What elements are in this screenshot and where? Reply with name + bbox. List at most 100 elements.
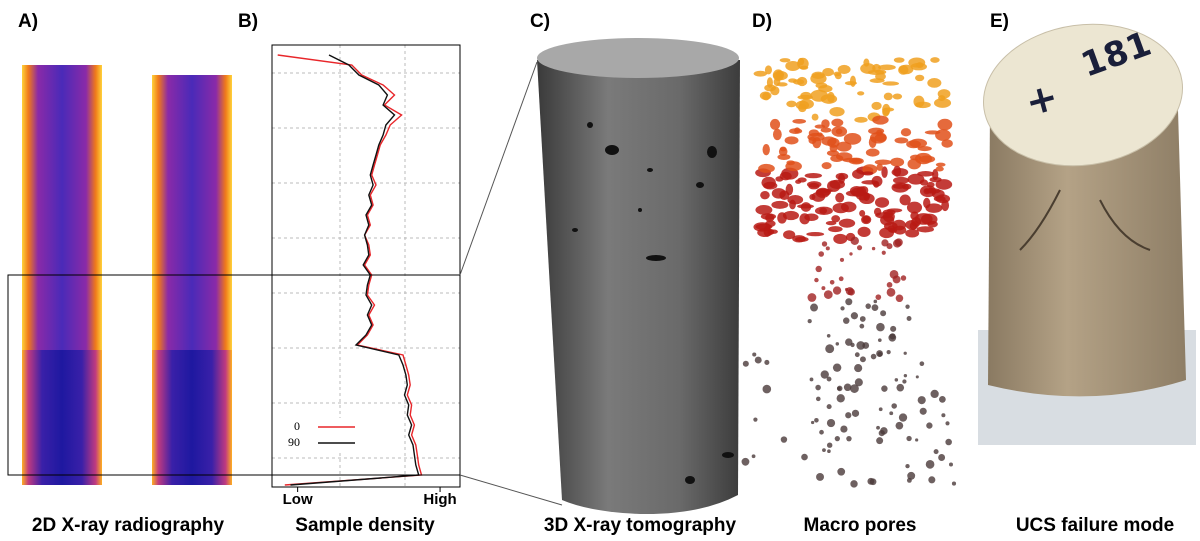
ucs-photo: 181 +	[974, 12, 1196, 445]
pore-blob	[910, 212, 918, 220]
pore-dot	[827, 419, 835, 427]
pore-blob	[859, 193, 875, 204]
pore-blob	[835, 73, 842, 79]
pore-blob	[800, 92, 811, 99]
pore-blob	[863, 59, 869, 67]
pore-blob	[894, 137, 908, 143]
pore-dot	[930, 390, 938, 398]
pore-dot	[905, 305, 909, 309]
pore-dot	[845, 412, 851, 418]
pore-blob	[806, 232, 824, 236]
pore-dot	[742, 458, 750, 466]
pore-blob	[783, 230, 795, 239]
pore-blob	[850, 186, 864, 196]
pore-blob	[872, 176, 883, 187]
pore-dot	[904, 352, 907, 355]
pore-dot	[821, 286, 825, 290]
pore-blob	[911, 63, 927, 71]
pore-dot	[822, 241, 827, 246]
pore-blob	[816, 188, 830, 198]
pore-blob	[839, 219, 855, 228]
pore-dot	[876, 323, 885, 332]
pore-cloud	[742, 57, 956, 487]
pore-blob	[874, 208, 881, 216]
pore-dot	[837, 468, 845, 476]
pore-dot	[827, 334, 831, 338]
pore-blob	[925, 203, 942, 212]
pore-dot	[952, 482, 956, 486]
pore-dot	[825, 344, 834, 353]
pore-dot	[818, 251, 824, 257]
pore-blob	[772, 188, 786, 198]
pore-dot	[833, 363, 841, 371]
pore-blob	[868, 128, 884, 135]
pore-dot	[881, 385, 887, 391]
pore-dot	[890, 326, 896, 332]
pore-blob	[862, 171, 873, 175]
pore-blob	[785, 161, 802, 171]
pore-blob	[815, 124, 826, 128]
pore-blob	[917, 226, 934, 232]
pore-dot	[874, 300, 878, 304]
pore-blob	[841, 202, 857, 213]
pore-dot	[816, 266, 822, 272]
pore-blob	[880, 215, 894, 226]
tomography-cylinder	[537, 38, 740, 514]
panel-caption: Sample density	[295, 515, 435, 536]
pore-dot	[839, 276, 844, 281]
pore-dot	[928, 476, 935, 483]
panel-caption: Macro pores	[804, 515, 917, 536]
pore-dot	[938, 454, 945, 461]
pore-dot	[860, 356, 866, 362]
pore-blob	[836, 173, 849, 180]
pore-dot	[888, 334, 896, 342]
pore-blob	[884, 93, 893, 101]
pore-dot	[850, 343, 854, 347]
pore-blob	[870, 78, 885, 83]
pore-dot	[824, 290, 833, 299]
pore-dot	[763, 385, 772, 394]
pore-dot	[915, 438, 918, 441]
pore-blob	[786, 184, 794, 196]
pore-dot	[887, 350, 891, 354]
pore-blob	[854, 117, 867, 123]
pore-dot	[905, 464, 909, 468]
pore-blob	[764, 84, 776, 91]
legend-label: 90	[288, 435, 300, 449]
pore-blob	[821, 136, 836, 145]
pore-dot	[920, 408, 927, 415]
pore-dot	[755, 357, 762, 364]
pore-blob	[822, 68, 834, 76]
pore-blob	[804, 214, 818, 221]
pore-blob	[788, 78, 797, 82]
pore-dot	[896, 384, 904, 392]
pore-dot	[827, 404, 832, 409]
pore-dot	[854, 364, 862, 372]
pore-dot	[934, 449, 939, 454]
pore-blob	[938, 95, 945, 101]
pore-blob	[882, 81, 899, 85]
zoom-line	[460, 62, 537, 275]
pore-blob	[805, 173, 822, 178]
pore-dot	[860, 316, 866, 322]
pore-blob	[936, 163, 946, 167]
pore-dot	[907, 316, 912, 321]
pore-blob	[754, 71, 767, 77]
pore-dot	[865, 303, 871, 309]
pore-dot	[855, 352, 860, 357]
pore-dot	[918, 396, 926, 404]
pore-blob	[936, 179, 953, 190]
pore-dot	[857, 245, 862, 250]
pore-blob	[901, 128, 911, 136]
pore-blob	[936, 166, 944, 171]
pore-blob	[755, 205, 772, 215]
pore-blob	[762, 92, 770, 100]
pore-blob	[890, 158, 904, 167]
radiograph-bottom	[152, 350, 232, 485]
pore-dot	[859, 324, 864, 329]
pore-blob	[907, 174, 924, 185]
pore-dot	[895, 378, 898, 381]
pore-dot	[808, 293, 817, 302]
pore-blob	[783, 211, 799, 220]
pore-blob	[828, 226, 842, 232]
